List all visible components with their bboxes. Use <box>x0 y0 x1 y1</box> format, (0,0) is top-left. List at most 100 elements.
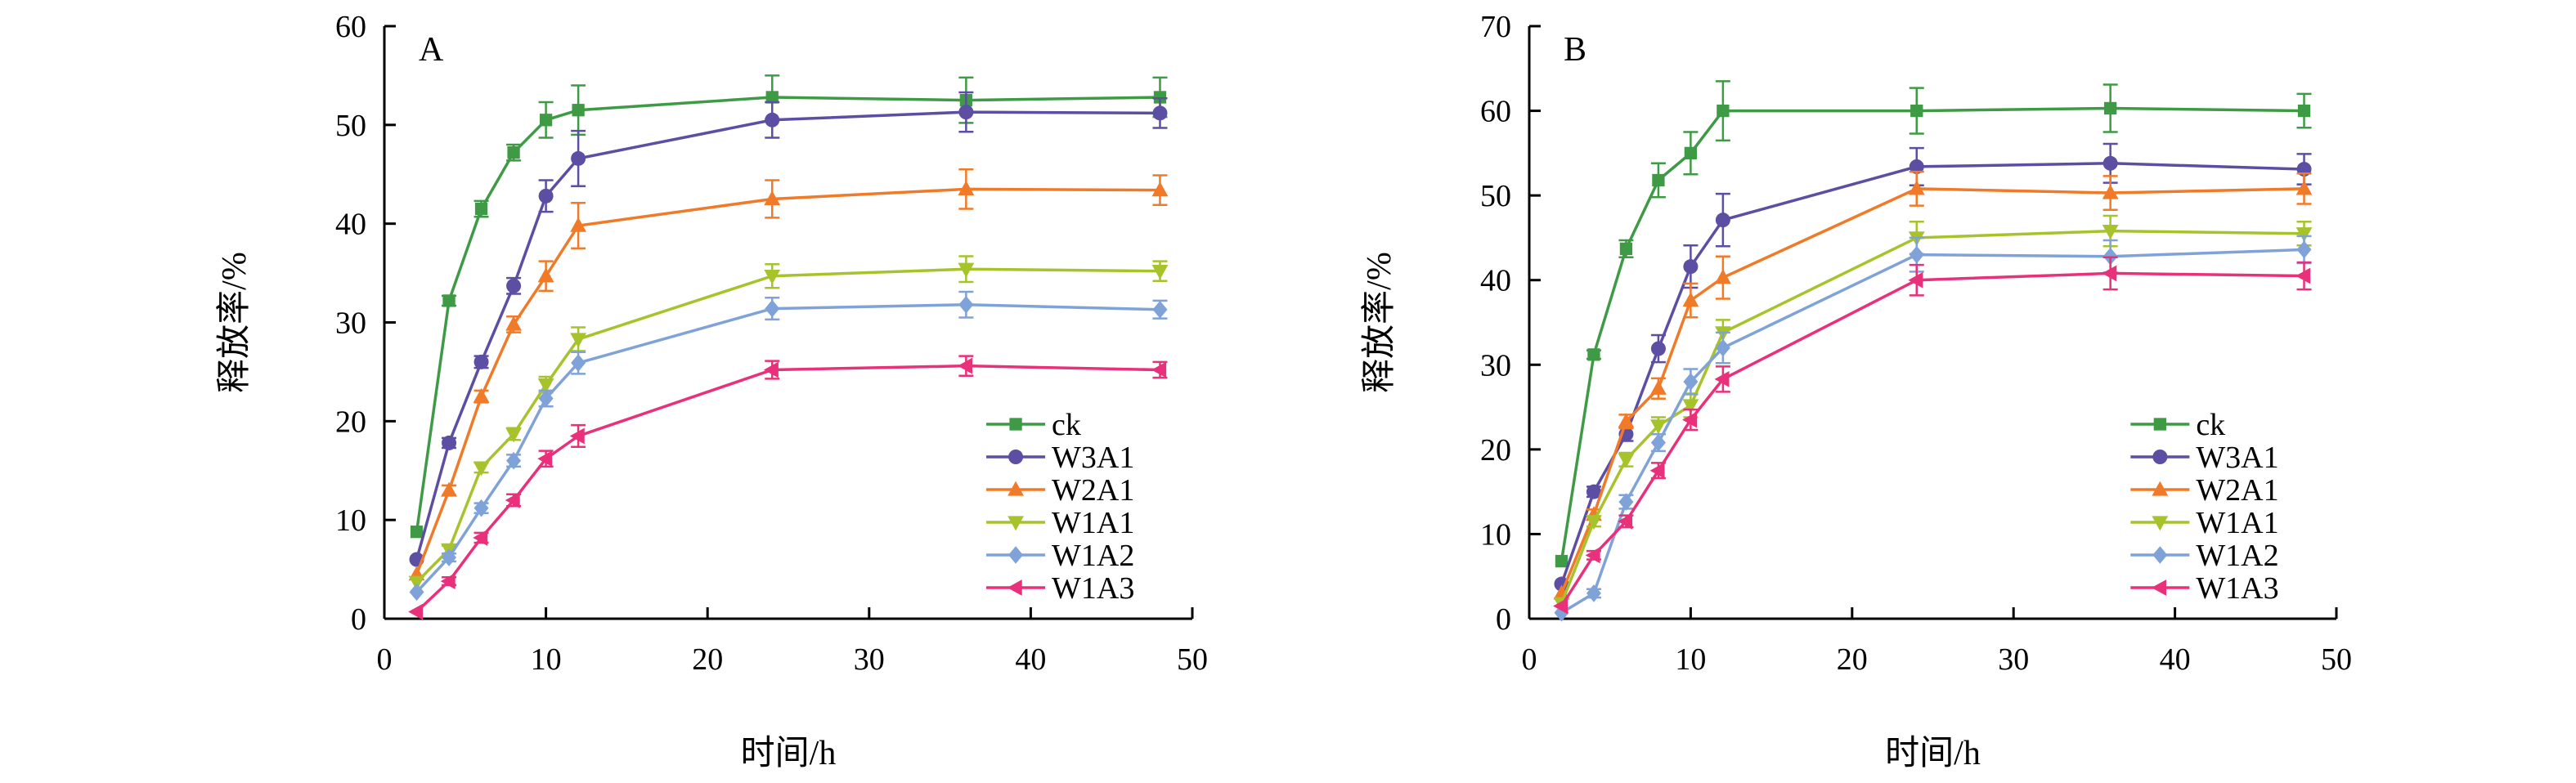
panel-label: B <box>1564 31 1586 69</box>
series-W2A1 <box>408 168 1169 581</box>
x-tick-label: 20 <box>692 642 723 677</box>
legend-label: ck <box>2196 408 2225 442</box>
data-point <box>2102 224 2119 239</box>
y-tick-label: 40 <box>335 208 366 242</box>
series-W1A1 <box>1553 214 2313 612</box>
data-point <box>958 295 974 314</box>
y-axis-label: 释放率/% <box>1360 252 1398 393</box>
data-point <box>1908 271 1923 289</box>
data-point <box>571 150 586 166</box>
data-point <box>2102 184 2119 199</box>
legend-label: W1A3 <box>1052 571 1134 606</box>
data-point <box>572 104 585 117</box>
data-point <box>506 451 522 470</box>
data-point <box>1909 245 1924 264</box>
data-point <box>1909 159 1924 174</box>
data-point <box>1151 361 1167 378</box>
data-point <box>571 354 586 372</box>
y-tick-label: 20 <box>1480 433 1511 468</box>
legend-label: W1A3 <box>2196 571 2278 606</box>
data-point <box>2296 227 2313 243</box>
data-point <box>1152 105 1168 121</box>
series-W1A2 <box>409 290 1168 602</box>
x-tick-label: 50 <box>2321 642 2352 677</box>
data-point <box>473 530 488 546</box>
data-point <box>507 146 520 159</box>
x-tick-label: 10 <box>1675 642 1706 677</box>
data-point <box>958 181 975 196</box>
data-point <box>538 188 554 204</box>
legend-label: W1A2 <box>1052 539 1134 573</box>
data-point <box>442 294 456 307</box>
data-point <box>442 548 457 566</box>
panel-a: 0 10 20 30 40 50 60 0 10 20 30 40 50 A 时间/h 释放率/% ckW3A1… <box>215 10 1208 772</box>
data-point <box>1682 399 1699 414</box>
data-point <box>1683 259 1699 275</box>
legend-marker <box>1007 579 1022 596</box>
data-point <box>569 427 585 445</box>
x-tick-label: 20 <box>1837 642 1868 677</box>
data-point <box>505 427 522 443</box>
legend-marker <box>1008 481 1024 496</box>
x-tick-label: 0 <box>377 642 393 677</box>
series-line <box>1560 248 2304 615</box>
panel-b: 0 10 20 30 40 50 60 70 0 10 20 30 40 50 B 时间/h 释放率/% ckW3… <box>1360 10 2352 772</box>
legend-marker <box>1009 418 1022 431</box>
legend-entry: W2A1 <box>2130 473 2279 508</box>
data-point <box>1714 269 1731 284</box>
legend-label: W3A1 <box>2196 441 2278 475</box>
x-tick-label: 10 <box>531 642 562 677</box>
y-tick-label: 10 <box>1480 517 1511 552</box>
data-point <box>570 217 587 232</box>
series-ck <box>1555 80 2312 568</box>
data-point <box>537 378 554 393</box>
y-axis-label: 释放率/% <box>215 252 254 393</box>
data-point <box>410 526 424 539</box>
data-point <box>1715 338 1730 357</box>
data-point <box>1650 419 1667 435</box>
series-line <box>415 302 1160 593</box>
data-point <box>506 278 522 293</box>
legend-entry: W2A1 <box>986 473 1134 508</box>
data-point <box>473 461 490 477</box>
data-point <box>2296 240 2312 259</box>
data-point <box>473 387 490 403</box>
y-tick-label: 0 <box>1496 602 1511 637</box>
panel-label: A <box>419 31 444 69</box>
series-line <box>415 96 1160 532</box>
y-tick-label: 50 <box>335 109 366 143</box>
legend-entry: W1A1 <box>2130 506 2279 540</box>
y-tick-label: 20 <box>335 405 366 439</box>
data-point <box>1682 292 1699 307</box>
y-tick-label: 50 <box>1480 179 1511 213</box>
data-point <box>1586 584 1601 602</box>
legend-entry: W3A1 <box>2130 441 2279 475</box>
series-line <box>415 267 1160 584</box>
x-tick-label: 30 <box>1998 642 2029 677</box>
series-line <box>1560 271 2304 607</box>
data-point <box>765 299 780 318</box>
data-point <box>539 114 553 127</box>
x-tick-label: 30 <box>854 642 885 677</box>
data-point <box>765 91 779 104</box>
series-W2A1 <box>1553 170 2313 600</box>
data-point <box>1586 515 1602 530</box>
legend-entry: W1A2 <box>2130 539 2279 573</box>
legend-marker <box>2153 418 2166 431</box>
data-point <box>2296 180 2313 195</box>
data-point <box>1151 181 1169 197</box>
y-tick-label: 10 <box>335 503 366 538</box>
y-tick-label: 30 <box>1480 348 1511 383</box>
legend-entry: W1A1 <box>986 506 1134 540</box>
data-point <box>1714 370 1730 387</box>
series-line <box>1560 162 2304 585</box>
series-line <box>415 364 1160 613</box>
data-point <box>1619 242 1633 256</box>
y-tick-label: 60 <box>335 10 366 44</box>
legend-marker <box>2152 516 2169 531</box>
data-point <box>1587 348 1600 361</box>
data-point <box>1650 341 1666 356</box>
